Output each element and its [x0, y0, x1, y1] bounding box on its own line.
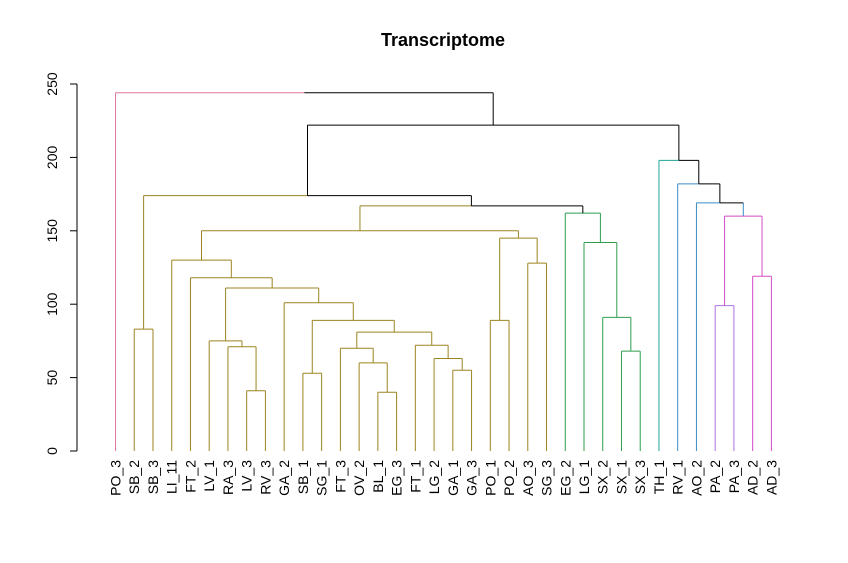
leaf-label: FT_3 — [332, 460, 348, 493]
dendrogram-merge — [311, 319, 395, 374]
dendrogram-merge — [201, 230, 519, 261]
dendrogram-merge — [377, 391, 398, 451]
leaf-label: PA_3 — [726, 460, 742, 493]
dendrogram-merge — [189, 277, 273, 451]
dendrogram-merge — [677, 183, 721, 451]
leaf-label: SB_3 — [145, 460, 161, 494]
dendrogram-merge — [714, 305, 735, 451]
dendrogram-merge — [133, 328, 154, 451]
dendrogram-merge — [307, 124, 680, 196]
leaf-label: SB_1 — [295, 460, 311, 494]
y-tick-label: 0 — [44, 447, 60, 455]
leaf-label: GA_2 — [276, 460, 292, 496]
leaf-label: LG_1 — [576, 460, 592, 494]
dendrogram-merge — [302, 372, 323, 451]
dendrogram-branches — [115, 92, 772, 451]
y-tick-label: 50 — [44, 370, 60, 386]
leaf-label: LV_1 — [201, 460, 217, 492]
leaf-label: LI_11 — [164, 460, 180, 494]
dendrogram-merge — [564, 212, 601, 451]
dendrogram-merge — [527, 262, 548, 451]
dendrogram-merge — [489, 319, 510, 451]
leaf-label: FT_2 — [182, 460, 198, 493]
dendrogram-merge — [620, 350, 641, 451]
dendrogram-merge — [246, 390, 266, 451]
dendrogram-merge — [602, 316, 632, 451]
leaf-label: SG_1 — [314, 460, 330, 496]
dendrogram-merge — [115, 92, 494, 451]
dendrogram-merge — [227, 346, 257, 451]
dendrogram-merge — [433, 358, 463, 451]
dendrogram-merge — [658, 159, 700, 451]
dendrogram-merge — [358, 362, 388, 451]
leaf-label: PO_1 — [482, 460, 498, 496]
leaf-label: LG_2 — [426, 460, 442, 494]
y-tick-label: 250 — [44, 72, 60, 96]
leaf-label: AD_3 — [763, 460, 779, 495]
dendrogram-merge — [356, 331, 433, 349]
leaf-label: PO_3 — [108, 460, 124, 496]
dendrogram-merge — [695, 202, 744, 451]
leaf-labels: PO_3 SB_2 SB_3 LI_11 FT_2 LV_1 RA_3 LV_3 RV_3 GA_… — [108, 460, 780, 496]
y-tick-label: 100 — [44, 292, 60, 316]
dendrogram-merge — [499, 237, 538, 321]
y-tick-label: 150 — [44, 219, 60, 243]
dendrogram-merge — [143, 195, 472, 330]
leaf-label: AO_3 — [520, 460, 536, 496]
leaf-label: AD_2 — [745, 460, 761, 495]
leaf-label: SX_3 — [632, 460, 648, 494]
leaf-label: PA_2 — [707, 460, 723, 493]
leaf-label: GA_3 — [464, 460, 480, 496]
leaf-label: EG_3 — [389, 460, 405, 496]
dendrogram-merge — [171, 259, 232, 451]
dendrogram-merge — [583, 242, 618, 451]
leaf-label: SB_2 — [126, 460, 142, 494]
leaf-label: RA_3 — [220, 460, 236, 495]
dendrogram-merge — [339, 347, 374, 451]
leaf-label: SG_3 — [539, 460, 555, 496]
leaf-label: EG_2 — [557, 460, 573, 496]
leaf-label: GA_1 — [445, 460, 461, 496]
leaf-label: BL_1 — [370, 460, 386, 493]
dendrogram-merge — [359, 205, 584, 231]
dendrogram-merge — [283, 302, 354, 451]
leaf-label: FT_1 — [407, 460, 423, 493]
leaf-label: SX_1 — [613, 460, 629, 494]
dendrogram-merge — [724, 215, 763, 306]
dendrogram-merge — [225, 287, 320, 341]
chart-title: Transcriptome — [381, 30, 505, 50]
dendrogram-merge — [752, 275, 772, 451]
dendrogram-merge — [414, 344, 449, 451]
dendrogram-merge — [452, 369, 473, 451]
leaf-label: PO_2 — [501, 460, 517, 496]
leaf-label: SX_2 — [595, 460, 611, 494]
leaf-label: AO_2 — [688, 460, 704, 496]
y-tick-label: 200 — [44, 146, 60, 170]
leaf-label: RV_1 — [670, 460, 686, 495]
y-axis: 0 50 100 150 200 250 — [44, 72, 78, 455]
leaf-label: RV_3 — [257, 460, 273, 495]
leaf-label: OV_2 — [351, 460, 367, 496]
leaf-label: TH_1 — [651, 460, 667, 494]
dendrogram-merge — [208, 340, 243, 451]
leaf-label: LV_3 — [239, 460, 255, 492]
